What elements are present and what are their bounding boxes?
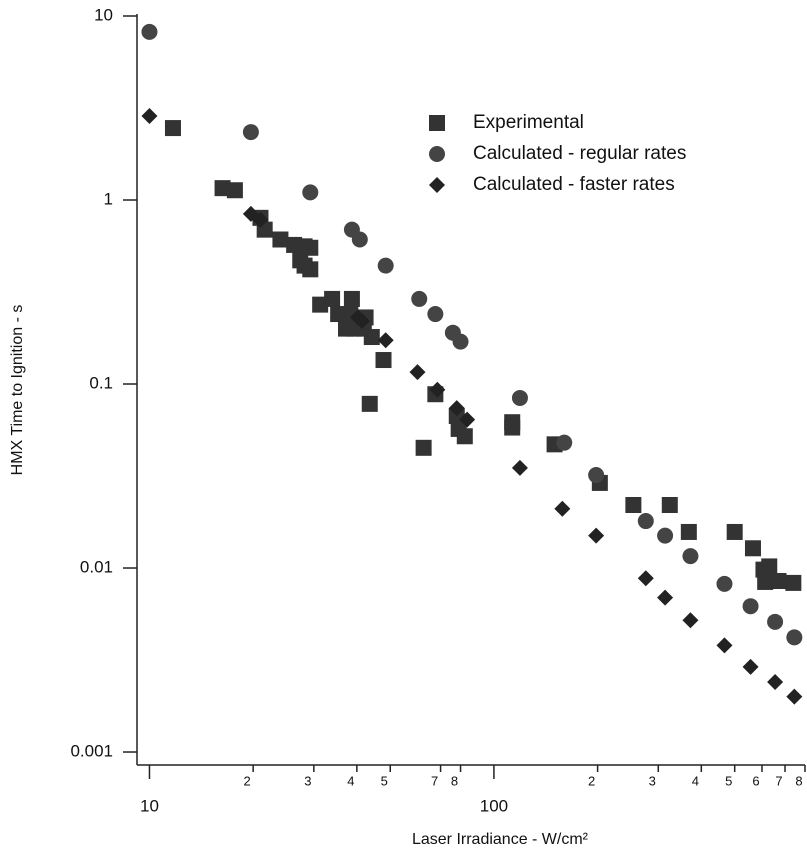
data-point <box>302 239 319 256</box>
x-tick-label: 8 <box>795 773 802 788</box>
x-tick-label: 4 <box>692 773 699 788</box>
data-point <box>744 540 761 557</box>
data-point <box>448 400 465 417</box>
data-point <box>252 211 269 228</box>
data-point <box>351 231 368 248</box>
data-point <box>657 527 674 544</box>
data-point <box>363 329 380 346</box>
data-point <box>415 439 432 456</box>
x-tick-label: 3 <box>649 773 656 788</box>
data-point <box>375 352 392 369</box>
x-tick-label: 3 <box>304 773 311 788</box>
data-point <box>786 688 803 705</box>
data-point <box>588 467 605 484</box>
data-point <box>657 589 674 606</box>
data-point <box>456 428 473 445</box>
data-point <box>556 434 573 451</box>
legend-label: Experimental <box>473 112 584 133</box>
data-point <box>767 674 784 691</box>
data-point <box>511 459 528 476</box>
data-point <box>141 108 158 125</box>
y-axis-label: HMX Time to Ignition - s <box>9 305 26 476</box>
data-point <box>625 497 642 514</box>
data-point <box>786 629 803 646</box>
data-point <box>459 411 476 428</box>
y-tick-label: 1 <box>104 189 113 208</box>
x-tick-label: 5 <box>381 773 388 788</box>
data-point <box>726 523 743 540</box>
x-tick-label: 10 <box>140 796 159 815</box>
legend-marker <box>429 115 445 131</box>
data-point <box>770 572 787 589</box>
x-axis-label: Laser Irradiance - W/cm² <box>412 831 589 848</box>
data-point <box>637 513 654 530</box>
y-tick-label: 0.01 <box>80 557 113 576</box>
data-point <box>682 612 699 629</box>
data-point <box>324 290 341 307</box>
data-point <box>302 261 319 278</box>
data-point <box>767 613 784 630</box>
y-tick-label: 10 <box>94 5 113 24</box>
data-point <box>242 205 259 222</box>
x-tick-label: 8 <box>451 773 458 788</box>
data-point <box>511 389 528 406</box>
data-point <box>411 290 428 307</box>
data-point <box>637 570 654 587</box>
data-point <box>226 182 243 199</box>
x-tick-label: 7 <box>431 773 438 788</box>
data-point <box>343 290 360 307</box>
x-tick-label: 2 <box>244 773 251 788</box>
legend-marker <box>429 177 445 193</box>
data-point <box>354 312 371 329</box>
x-tick-label: 4 <box>347 773 354 788</box>
x-tick-label: 100 <box>480 796 508 815</box>
data-point <box>409 364 426 381</box>
y-tick-label: 0.1 <box>89 373 113 392</box>
data-point <box>377 332 394 349</box>
legend-label: Calculated - faster rates <box>473 174 675 195</box>
data-point <box>504 419 521 436</box>
y-tick-label: 0.001 <box>70 741 113 760</box>
data-point <box>242 124 259 141</box>
x-tick-label: 5 <box>725 773 732 788</box>
data-point <box>164 120 181 137</box>
data-point <box>680 523 697 540</box>
data-point <box>785 574 802 591</box>
data-point <box>742 598 759 615</box>
data-point <box>141 23 158 40</box>
data-point <box>272 231 289 248</box>
data-point <box>427 306 444 323</box>
x-tick-label: 2 <box>588 773 595 788</box>
data-point <box>429 381 446 398</box>
data-point <box>554 500 571 517</box>
data-point <box>716 575 733 592</box>
data-point <box>757 573 774 590</box>
x-tick-label: 6 <box>752 773 759 788</box>
data-point <box>330 306 347 323</box>
legend-label: Calculated - regular rates <box>473 143 686 164</box>
data-point <box>682 548 699 565</box>
data-point <box>761 558 778 575</box>
legend-marker <box>429 146 445 162</box>
data-point <box>716 637 733 654</box>
data-point <box>588 527 605 544</box>
data-point <box>361 395 378 412</box>
data-point <box>302 184 319 201</box>
data-point <box>742 658 759 675</box>
data-point <box>214 180 231 197</box>
x-tick-label: 7 <box>775 773 782 788</box>
data-point <box>452 333 469 350</box>
data-point <box>377 257 394 274</box>
data-point <box>661 497 678 514</box>
